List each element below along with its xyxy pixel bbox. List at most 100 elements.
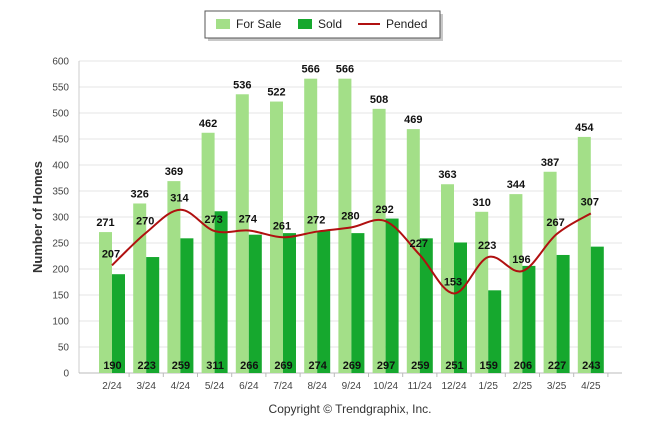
data-label-sold: 269: [274, 360, 292, 372]
bar-for-sale: [475, 211, 489, 373]
bar-for-sale: [304, 78, 318, 374]
y-tick-label: 400: [52, 161, 69, 172]
bar-sold: [590, 246, 604, 373]
bar-sold: [317, 230, 331, 373]
bar-for-sale: [133, 203, 147, 373]
data-label-pended: 307: [581, 196, 599, 208]
bars-layer: [99, 78, 604, 374]
bar-sold: [351, 233, 365, 373]
data-label-for-sale: 344: [507, 179, 526, 191]
y-tick-label: 600: [52, 57, 69, 68]
data-label-sold: 259: [411, 360, 429, 372]
data-label-pended: 280: [341, 210, 359, 222]
data-label-sold: 206: [514, 360, 532, 372]
x-tick-label: 4/25: [581, 381, 601, 392]
bar-for-sale: [441, 184, 454, 373]
data-label-pended: 273: [204, 214, 222, 226]
data-label-sold: 311: [206, 360, 224, 372]
y-tick-label: 200: [52, 265, 69, 276]
bar-for-sale: [577, 136, 591, 373]
data-label-pended: 292: [375, 204, 393, 216]
y-tick-label: 300: [52, 213, 69, 224]
legend-label-sold: Sold: [318, 17, 342, 31]
data-label-sold: 297: [377, 360, 395, 372]
x-tick-label: 3/25: [547, 381, 567, 392]
data-label-for-sale: 522: [267, 87, 285, 99]
data-label-sold: 243: [582, 360, 600, 372]
bar-for-sale: [372, 108, 386, 373]
y-tick-label: 0: [63, 369, 69, 380]
bar-for-sale: [235, 94, 249, 373]
data-label-for-sale: 566: [336, 64, 354, 76]
data-label-pended: 223: [478, 240, 496, 252]
data-label-pended: 196: [512, 254, 530, 266]
y-tick-label: 50: [58, 343, 70, 354]
x-tick-label: 5/24: [205, 381, 225, 392]
bar-for-sale: [543, 171, 557, 373]
bar-for-sale: [201, 132, 215, 373]
y-tick-label: 250: [52, 239, 69, 250]
y-axis-label: Number of Homes: [30, 161, 45, 273]
data-label-sold: 269: [343, 360, 361, 372]
data-label-pended: 227: [410, 238, 428, 250]
bar-sold: [112, 274, 125, 373]
data-label-sold: 259: [172, 360, 190, 372]
x-tick-label: 12/24: [441, 381, 466, 392]
bar-sold: [146, 257, 160, 373]
pended-line: [111, 208, 592, 295]
bar-sold: [488, 290, 502, 373]
x-tick-label: 2/24: [102, 381, 122, 392]
data-label-sold: 227: [548, 360, 566, 372]
bar-sold: [248, 234, 262, 373]
data-label-pended: 274: [239, 214, 258, 226]
y-tick-label: 550: [52, 83, 69, 94]
data-label-for-sale: 326: [131, 188, 149, 200]
bar-sold: [556, 254, 570, 373]
data-label-for-sale: 462: [199, 118, 217, 130]
bar-sold: [283, 233, 296, 373]
legend-label-for-sale: For Sale: [236, 17, 282, 31]
legend-swatch-sold: [298, 19, 312, 29]
x-tick-label: 8/24: [307, 381, 327, 392]
x-tick-label: 10/24: [373, 381, 398, 392]
y-tick-label: 500: [52, 109, 69, 120]
line-layer: [111, 208, 592, 295]
bar-for-sale: [406, 129, 420, 373]
x-tick-label: 4/24: [171, 381, 191, 392]
data-label-sold: 251: [445, 360, 463, 372]
bar-sold: [419, 238, 433, 373]
data-label-for-sale: 387: [541, 157, 559, 169]
labels-layer: 271 190 326 223 369 259 462 311 536 266 522 269 566 2…: [96, 64, 600, 372]
data-label-pended: 261: [273, 220, 291, 232]
x-tick-label: 1/25: [478, 381, 498, 392]
data-label-sold: 190: [103, 360, 121, 372]
data-label-sold: 266: [240, 360, 258, 372]
x-tick-label: 11/24: [408, 381, 433, 392]
bar-for-sale: [509, 194, 523, 373]
data-label-for-sale: 454: [575, 122, 594, 134]
data-label-for-sale: 508: [370, 94, 388, 106]
bar-sold: [180, 238, 194, 373]
bar-sold: [454, 242, 467, 373]
x-tick-label: 6/24: [239, 381, 259, 392]
legend-box: [204, 10, 441, 39]
data-label-for-sale: 271: [96, 217, 114, 229]
x-tick-label: 3/24: [136, 381, 156, 392]
data-label-sold: 159: [480, 360, 498, 372]
data-label-pended: 207: [102, 248, 120, 260]
y-tick-label: 100: [52, 317, 69, 328]
data-label-pended: 153: [444, 276, 462, 288]
copyright-text: Copyright © Trendgraphix, Inc.: [269, 402, 432, 416]
y-tick-labels: 0 50 100 150 200 250 300 350 400 450 500 550 600: [52, 57, 69, 380]
data-label-sold: 274: [309, 360, 328, 372]
data-label-pended: 314: [170, 193, 189, 205]
y-tick-label: 450: [52, 135, 69, 146]
data-label-for-sale: 369: [165, 166, 183, 178]
bar-for-sale: [167, 181, 181, 373]
data-label-pended: 270: [136, 216, 154, 228]
data-label-for-sale: 469: [404, 114, 422, 126]
x-tick-label: 7/24: [273, 381, 293, 392]
bar-for-sale: [338, 78, 352, 374]
